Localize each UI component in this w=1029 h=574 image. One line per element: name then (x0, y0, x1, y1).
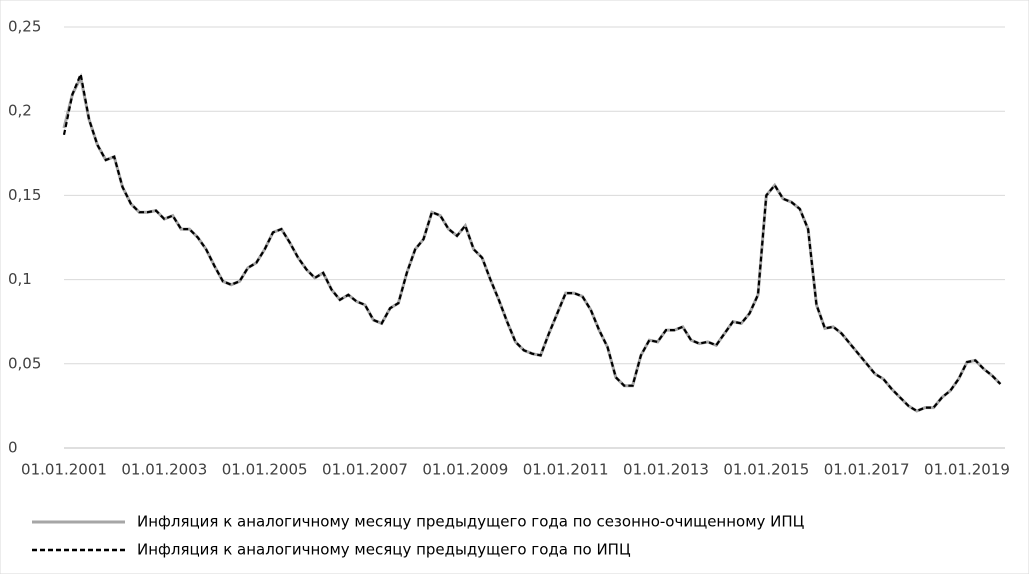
y-tick-label: 0,25 (8, 18, 41, 36)
x-tick-label: 01.01.2005 (222, 461, 308, 479)
y-tick-label: 0,05 (8, 354, 41, 372)
y-tick-label: 0,1 (8, 270, 32, 288)
x-tick-label: 01.01.2007 (322, 461, 408, 479)
x-tick-label: 01.01.2009 (422, 461, 508, 479)
x-tick-label: 01.01.2013 (623, 461, 709, 479)
legend-label: Инфляция к аналогичному месяцу предыдуще… (137, 513, 805, 531)
x-tick-label: 01.01.2011 (523, 461, 609, 479)
x-tick-label: 01.01.2001 (21, 461, 107, 479)
legend-label: Инфляция к аналогичному месяцу предыдуще… (137, 541, 631, 559)
series-line (62, 70, 1002, 413)
x-tick-label: 01.01.2019 (924, 461, 1010, 479)
x-tick-label: 01.01.2017 (824, 461, 910, 479)
x-tick-label: 01.01.2015 (723, 461, 809, 479)
y-tick-label: 0,15 (8, 186, 41, 204)
x-tick-label: 01.01.2003 (121, 461, 207, 479)
y-tick-label: 0 (8, 439, 18, 457)
y-tick-label: 0,2 (8, 102, 32, 120)
